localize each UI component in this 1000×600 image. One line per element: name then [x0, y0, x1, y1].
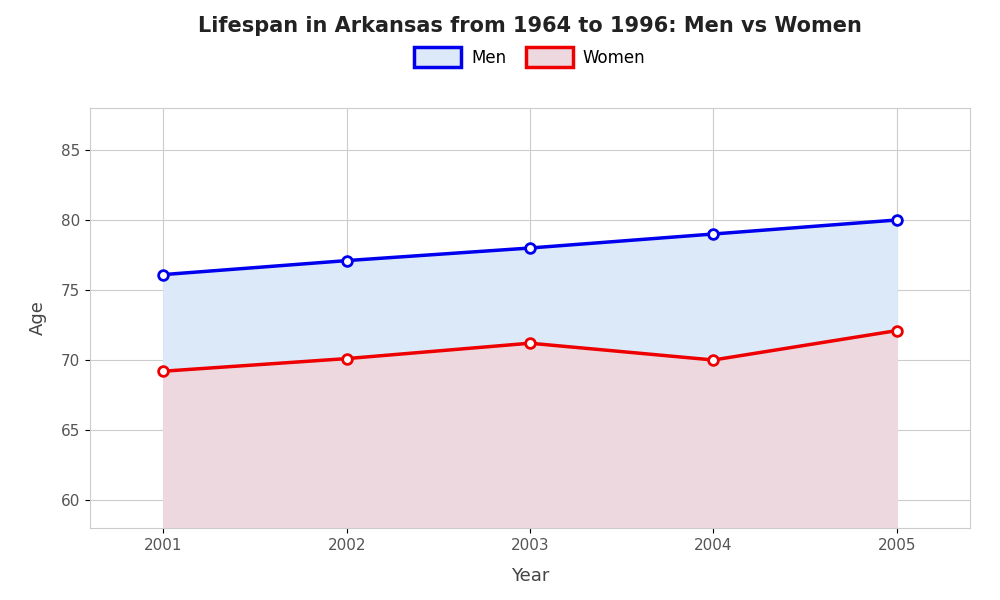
Y-axis label: Age: Age: [29, 301, 47, 335]
Title: Lifespan in Arkansas from 1964 to 1996: Men vs Women: Lifespan in Arkansas from 1964 to 1996: …: [198, 16, 862, 35]
Legend: Men, Women: Men, Women: [408, 41, 652, 73]
X-axis label: Year: Year: [511, 566, 549, 584]
